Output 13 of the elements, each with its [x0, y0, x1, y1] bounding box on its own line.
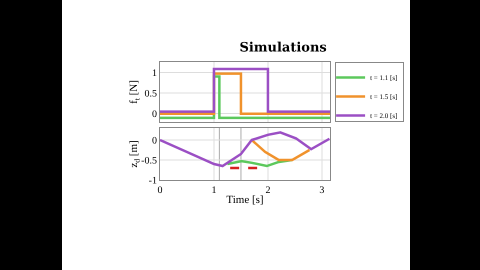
y-tick-label: 0 — [152, 136, 157, 146]
x-tick-label: 1 — [211, 185, 216, 196]
y-tick-label: 1 — [152, 68, 157, 79]
y-tick-label: -1 — [148, 176, 157, 186]
x-axis-title: Time [s] — [226, 194, 264, 206]
line-series — [250, 138, 311, 162]
y-tick-label: -0.5 — [141, 156, 157, 166]
x-tick-label: 3 — [319, 185, 324, 196]
chart-title: Simulations — [239, 40, 327, 56]
y-tick-label: 0.5 — [144, 88, 157, 100]
y-tick-label: 0 — [152, 109, 157, 120]
x-tick-label: 2 — [265, 185, 270, 196]
line-series — [160, 131, 330, 168]
